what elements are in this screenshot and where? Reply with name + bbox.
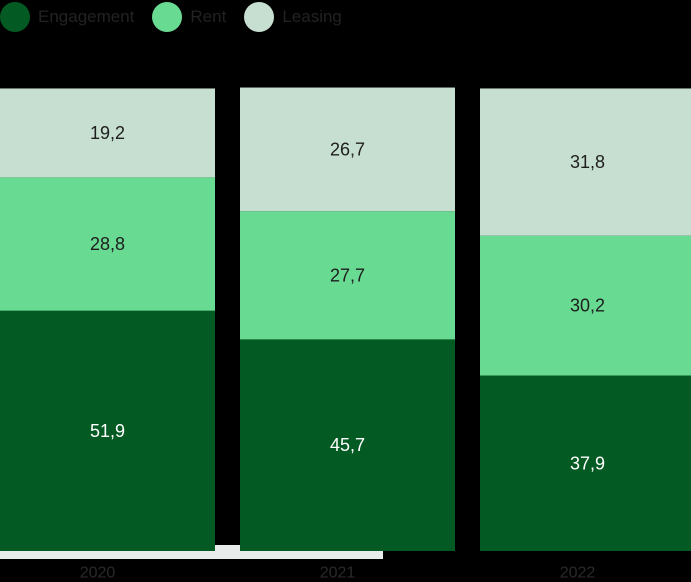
bar-segment-rent-2021 [240,211,455,340]
data-label: 28,8 [90,234,125,254]
bar-segment-engagement-2021 [240,339,455,551]
bar-segment-leasing-2022 [480,88,691,236]
data-label: 19,2 [90,123,125,143]
legend-item-leasing: Leasing [244,2,342,32]
legend-label: Leasing [282,7,342,26]
legend-label: Rent [190,7,227,26]
legend-swatch [0,2,30,32]
bar-segment-rent-2022 [480,235,691,376]
legend-item-engagement: Engagement [0,2,134,32]
bar-segment-engagement-2022 [480,375,691,551]
bar-segment-rent-2020 [0,177,215,311]
data-label: 30,2 [570,296,605,316]
data-label: 27,7 [330,265,365,285]
bar-segment-engagement-2020 [0,310,215,551]
data-label: 26,7 [330,139,365,159]
data-label: 31,8 [570,152,605,172]
bar-segment-leasing-2020 [0,88,215,178]
legend-item-rent: Rent [152,2,226,32]
legend-swatch [244,2,275,32]
data-label: 37,9 [570,453,605,473]
legend-label: Engagement [38,7,135,26]
bar-segment-leasing-2021 [240,87,455,212]
legend: Engagement Rent Leasing [0,2,360,32]
x-tick-label: 2020 [80,565,116,582]
legend-swatch [152,2,183,32]
x-tick-label: 2022 [560,565,596,582]
x-tick-label: 2021 [320,565,356,582]
data-label: 45,7 [330,435,365,455]
data-label: 51,9 [90,421,125,441]
